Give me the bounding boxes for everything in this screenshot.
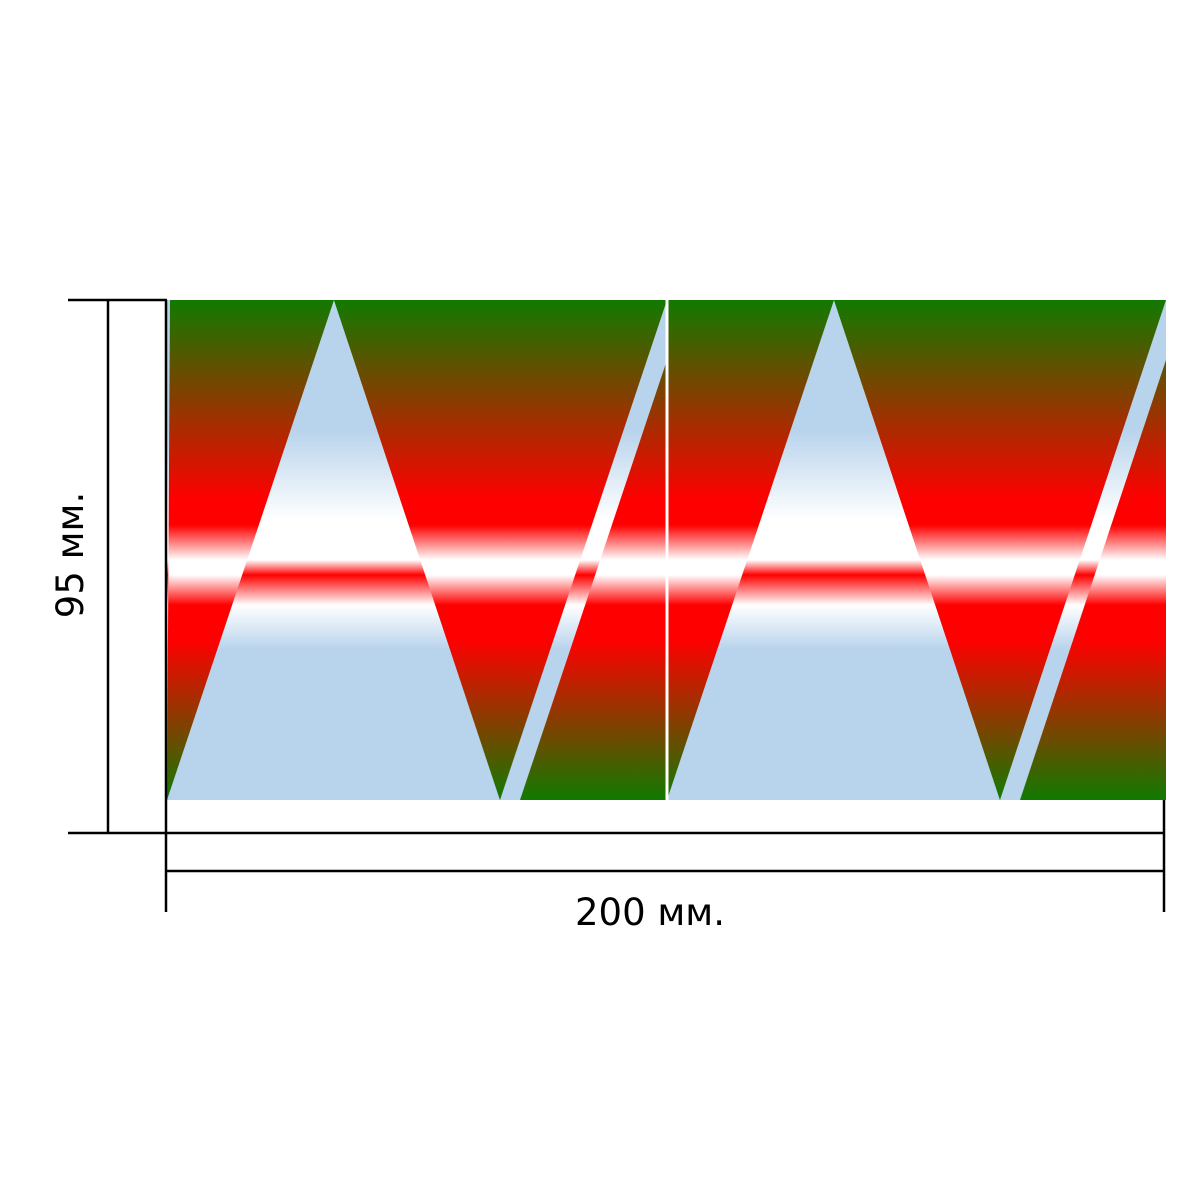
width-label: 200 мм.	[575, 891, 725, 934]
light-band-b	[167, 300, 500, 800]
width-dimension: 200 мм.	[164, 800, 1166, 934]
light-strip-3	[1000, 300, 1166, 800]
height-label: 95 мм.	[49, 492, 92, 618]
light-band-f	[667, 300, 1000, 800]
height-dimension: 95 мм.	[49, 298, 168, 835]
light-strip-1	[167, 300, 170, 800]
light-band-c	[334, 300, 667, 800]
light-strip-2	[500, 300, 667, 800]
zigzag-overlay	[167, 300, 1166, 800]
light-band-g	[834, 300, 1166, 800]
